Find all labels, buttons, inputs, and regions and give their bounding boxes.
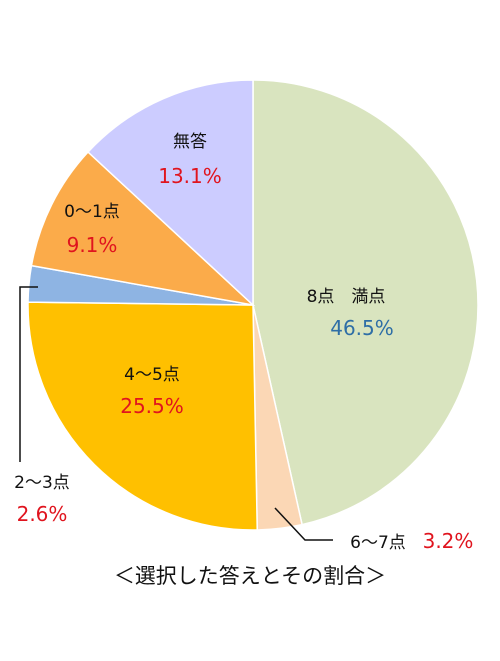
slice-label-4: 0〜1点	[64, 202, 120, 222]
slice-label-1: 6〜7点	[350, 533, 406, 553]
slice-value-4: 9.1%	[67, 233, 118, 257]
leader-line-6-7	[274, 507, 333, 541]
chart-caption: ＜選択した答えとその割合＞	[114, 564, 386, 588]
pie-slices	[27, 79, 479, 531]
leader-line-2-3	[19, 286, 38, 462]
slice-label-5: 無答	[173, 132, 207, 152]
slice-value-3: 2.6%	[17, 502, 68, 526]
pie-slice-0	[252, 79, 479, 526]
leader-lines	[19, 286, 333, 541]
pie-slice-4	[30, 150, 256, 307]
slice-value-1: 3.2%	[423, 529, 474, 553]
slice-label-3: 2〜3点	[14, 473, 70, 493]
slice-label-0: 8点 満点	[307, 287, 386, 307]
pie-slice-2	[27, 301, 259, 531]
slice-labels: 8点 満点 46.5% 6〜7点 3.2% 4〜5点 25.5% 2〜3点 2.6% 0〜1点 9…	[14, 132, 473, 553]
pie-slice-5	[86, 79, 254, 307]
slice-value-2: 25.5%	[120, 394, 184, 418]
slice-value-0: 46.5%	[330, 316, 394, 340]
slice-value-5: 13.1%	[158, 164, 222, 188]
slice-label-2: 4〜5点	[124, 365, 180, 385]
